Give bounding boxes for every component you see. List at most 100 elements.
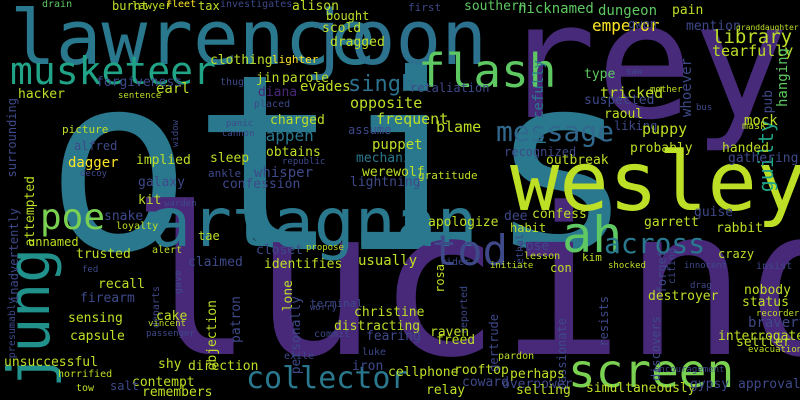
cloud-word-parole: parole <box>282 71 329 86</box>
cloud-word-innocent: innocent <box>684 261 728 271</box>
cloud-word-garrett: garrett <box>644 215 699 230</box>
cloud-word-flash: flash <box>418 44 557 98</box>
cloud-word-bought: bought <box>326 9 370 23</box>
cloud-word-presumably: presumably <box>7 298 18 359</box>
cloud-word-singh: singh <box>348 72 415 97</box>
cloud-word-alison: alison <box>292 0 339 14</box>
cloud-word-emperor: emperor <box>592 16 660 35</box>
cloud-word-ankle: ankle <box>208 167 242 180</box>
cloud-word-relay: relay <box>426 383 466 398</box>
cloud-word-granddaughter: granddaughter <box>736 23 799 32</box>
cloud-word-personally: personally <box>289 296 304 375</box>
cloud-word-remembers: remembers <box>142 385 213 400</box>
cloud-word-rose: rose <box>518 239 550 254</box>
cloud-word-handed: handed <box>722 141 769 156</box>
cloud-word-joon: joon <box>304 0 488 82</box>
cloud-word-lawrence: lawrence <box>10 0 377 82</box>
cloud-word-mention: mention <box>686 19 741 34</box>
cloud-word-charged: charged <box>270 113 325 128</box>
cloud-word-nobody: nobody <box>744 283 791 298</box>
cloud-word-habit: habit <box>510 221 547 235</box>
cloud-word-musketeer: musketeer <box>10 49 216 93</box>
cloud-word-screen: screen <box>568 344 735 398</box>
cloud-word-kim: kim <box>582 251 602 264</box>
cloud-word-recognized: recognized <box>504 145 577 159</box>
cloud-word-apologize: apologize <box>428 215 499 230</box>
cloud-word-tow: tow <box>76 383 95 394</box>
cloud-word-closet: closet <box>256 243 303 258</box>
cloud-word-gwen: gwen <box>628 17 657 31</box>
cloud-word-resists: resists <box>597 296 611 347</box>
cloud-word-placed: placed <box>254 99 291 110</box>
cloud-word-puppet: puppet <box>372 137 423 153</box>
cloud-word-saw: saw <box>626 67 643 77</box>
cloud-word-drag: drag <box>690 281 712 291</box>
cloud-word-tearfully: tearfully <box>712 42 794 60</box>
cloud-word-evades: evades <box>300 79 351 95</box>
cloud-word-recall: recall <box>98 277 145 292</box>
cloud-word-exile: exile <box>284 351 315 362</box>
cloud-word-investigates: investigates <box>220 0 293 10</box>
cloud-word-firearm: firearm <box>80 291 135 306</box>
cloud-word-widow: widow <box>171 120 181 148</box>
cloud-word-loyalty: loyalty <box>116 221 159 232</box>
cloud-word-status: status <box>742 295 789 310</box>
cloud-word-destroyer: destroyer <box>648 289 719 304</box>
cloud-word-whisper: whisper <box>254 165 314 181</box>
cloud-word-worry: worry <box>310 303 338 313</box>
cloud-word-frequent: frequent <box>376 110 449 128</box>
cloud-word-puppy: puppy <box>642 120 688 138</box>
cloud-word-cannon: cannon <box>222 129 255 139</box>
cloud-word-fleet: fleet <box>166 0 197 10</box>
cloud-word-contempt: contempt <box>132 375 195 390</box>
cloud-word-drain: drain <box>42 0 73 10</box>
cloud-word-pub: pub <box>761 90 776 114</box>
cloud-word-collector: collector <box>246 361 409 396</box>
cloud-word-jin: jin <box>256 71 280 86</box>
cloud-word-lesson: lesson <box>524 251 561 262</box>
cloud-word-mask: mask <box>742 121 767 132</box>
cloud-word-happen: happen <box>256 126 314 145</box>
cloud-word-probably: probably <box>630 141 693 156</box>
cloud-word-patron: patron <box>229 296 244 343</box>
cloud-word-selling: selling <box>516 383 571 398</box>
cloud-word-warden: warden <box>164 199 197 209</box>
cloud-word-passenger: passenger <box>146 329 195 339</box>
cloud-word-gratitude: gratitude <box>418 169 478 182</box>
cloud-word-perhaps: perhaps <box>510 367 565 382</box>
cloud-word-mother: mother <box>650 85 683 95</box>
cloud-word-initiate: initiate <box>490 261 534 271</box>
cloud-word-peacefully: peacefully <box>531 60 547 145</box>
cloud-word-confess: confess <box>532 207 587 222</box>
cloud-word-sleep: sleep <box>210 151 250 166</box>
cloud-word-retaliation: retaliation <box>410 81 490 95</box>
cloud-word-lawyer: lawyer <box>132 0 172 12</box>
cloud-word-thug: thug <box>220 77 245 88</box>
cloud-word-tricked: tricked <box>600 84 664 102</box>
cloud-word-blame: blame <box>436 118 482 136</box>
cloud-word-crazy: crazy <box>718 247 755 261</box>
cloud-word-vincent: vincent <box>148 319 186 329</box>
cloud-word-decoy: decoy <box>80 169 108 179</box>
cloud-word-shocked: shocked <box>608 261 646 271</box>
cloud-word-dungeon: dungeon <box>598 3 658 19</box>
cloud-word-bravery: bravery <box>748 315 800 331</box>
cloud-word-lightning: lightning <box>350 175 421 190</box>
cloud-word-usually: usually <box>358 253 418 269</box>
cloud-word-trusted: trusted <box>76 247 131 262</box>
cloud-word-first: first <box>408 1 442 14</box>
cloud-word-ah: ah <box>562 206 623 264</box>
cloud-word-encouragement: encouragement <box>654 365 725 375</box>
cloud-word-panic: panic <box>226 119 254 129</box>
cloud-word-christine: christine <box>354 305 425 320</box>
cloud-word-rabbit: rabbit <box>716 221 763 236</box>
cloud-word-iron: iron <box>352 359 384 374</box>
cloud-word-fed: fed <box>82 265 99 275</box>
cloud-word-opposite: opposite <box>350 94 423 112</box>
cloud-word-shy: shy <box>158 357 182 372</box>
cloud-word-distracting: distracting <box>334 319 421 334</box>
cloud-word-otis: otis <box>45 22 636 307</box>
cloud-word-republic: republic <box>282 157 326 167</box>
cloud-word-pardon: pardon <box>498 351 535 362</box>
